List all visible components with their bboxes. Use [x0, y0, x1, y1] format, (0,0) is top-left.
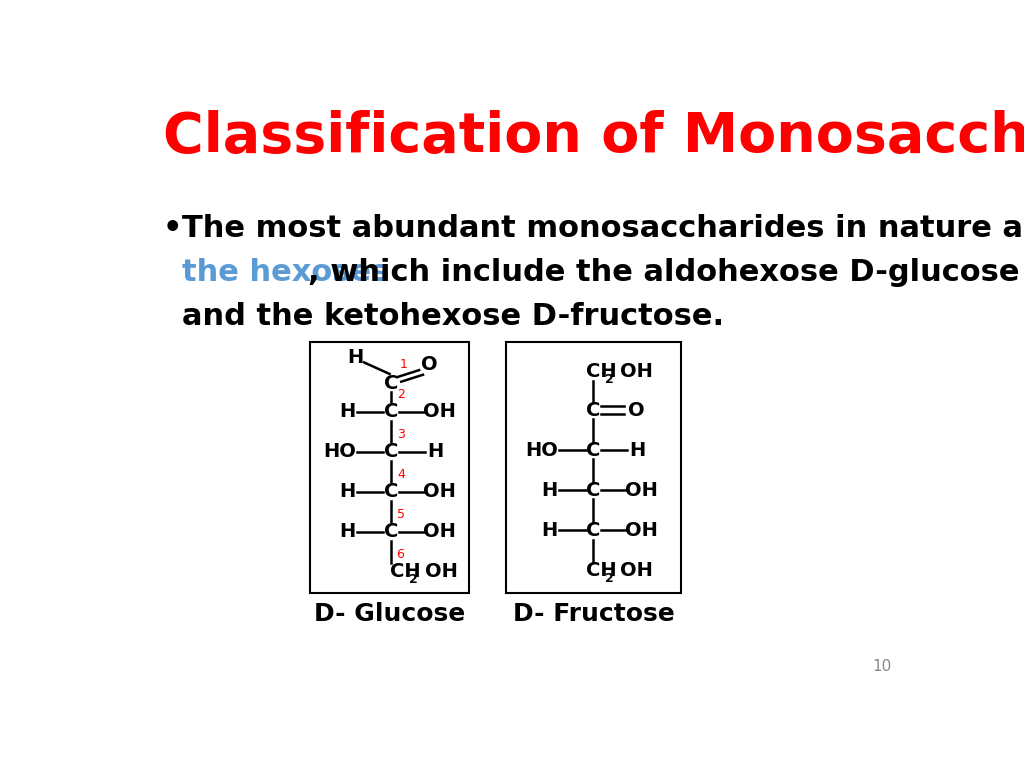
Text: OH: OH [625, 481, 657, 500]
Text: H: H [339, 522, 355, 541]
Bar [310, 343, 469, 593]
Text: 1: 1 [399, 358, 408, 371]
Text: The most abundant monosaccharides in nature are: The most abundant monosaccharides in nat… [182, 214, 1024, 243]
Text: H: H [630, 441, 646, 460]
Bar [506, 343, 681, 593]
Text: C: C [586, 401, 600, 419]
Text: 4: 4 [397, 468, 406, 481]
Text: , which include the aldohexose D-glucose: , which include the aldohexose D-glucose [308, 259, 1019, 287]
Text: 10: 10 [872, 659, 891, 674]
Text: C: C [384, 442, 398, 462]
Text: C: C [586, 521, 600, 540]
Text: H: H [339, 402, 355, 421]
Text: •: • [163, 214, 182, 243]
Text: OH: OH [423, 402, 456, 421]
Text: O: O [421, 356, 437, 374]
Text: D- Glucose: D- Glucose [314, 602, 465, 626]
Text: 2: 2 [410, 573, 418, 586]
Text: 2: 2 [604, 571, 613, 584]
Text: the hexoses: the hexoses [182, 259, 389, 287]
Text: C: C [384, 482, 398, 502]
Text: H: H [427, 442, 443, 462]
Text: HO: HO [323, 442, 355, 462]
Text: 3: 3 [397, 428, 406, 441]
Text: 5: 5 [397, 508, 406, 521]
Text: CH: CH [586, 362, 616, 381]
Text: 2: 2 [397, 388, 406, 401]
Text: O: O [629, 401, 645, 419]
Text: C: C [586, 441, 600, 460]
Text: CH: CH [586, 561, 616, 580]
Text: 6: 6 [396, 548, 404, 561]
Text: and the ketohexose D-fructose.: and the ketohexose D-fructose. [182, 303, 724, 331]
Text: H: H [339, 482, 355, 502]
Text: C: C [586, 481, 600, 500]
Text: C: C [384, 402, 398, 421]
Text: H: H [541, 481, 557, 500]
Text: OH: OH [620, 362, 652, 381]
Text: OH: OH [620, 561, 652, 580]
Text: OH: OH [625, 521, 657, 540]
Text: OH: OH [423, 482, 456, 502]
Text: H: H [541, 521, 557, 540]
Text: H: H [347, 349, 364, 367]
Text: HO: HO [525, 441, 558, 460]
Text: OH: OH [425, 562, 458, 581]
Text: D- Fructose: D- Fructose [513, 602, 674, 626]
Text: C: C [384, 374, 398, 392]
Text: Classification of Monosaccharides: Classification of Monosaccharides [163, 110, 1024, 164]
Text: OH: OH [423, 522, 456, 541]
Text: 2: 2 [604, 373, 613, 386]
Text: C: C [384, 522, 398, 541]
Text: CH: CH [390, 562, 421, 581]
